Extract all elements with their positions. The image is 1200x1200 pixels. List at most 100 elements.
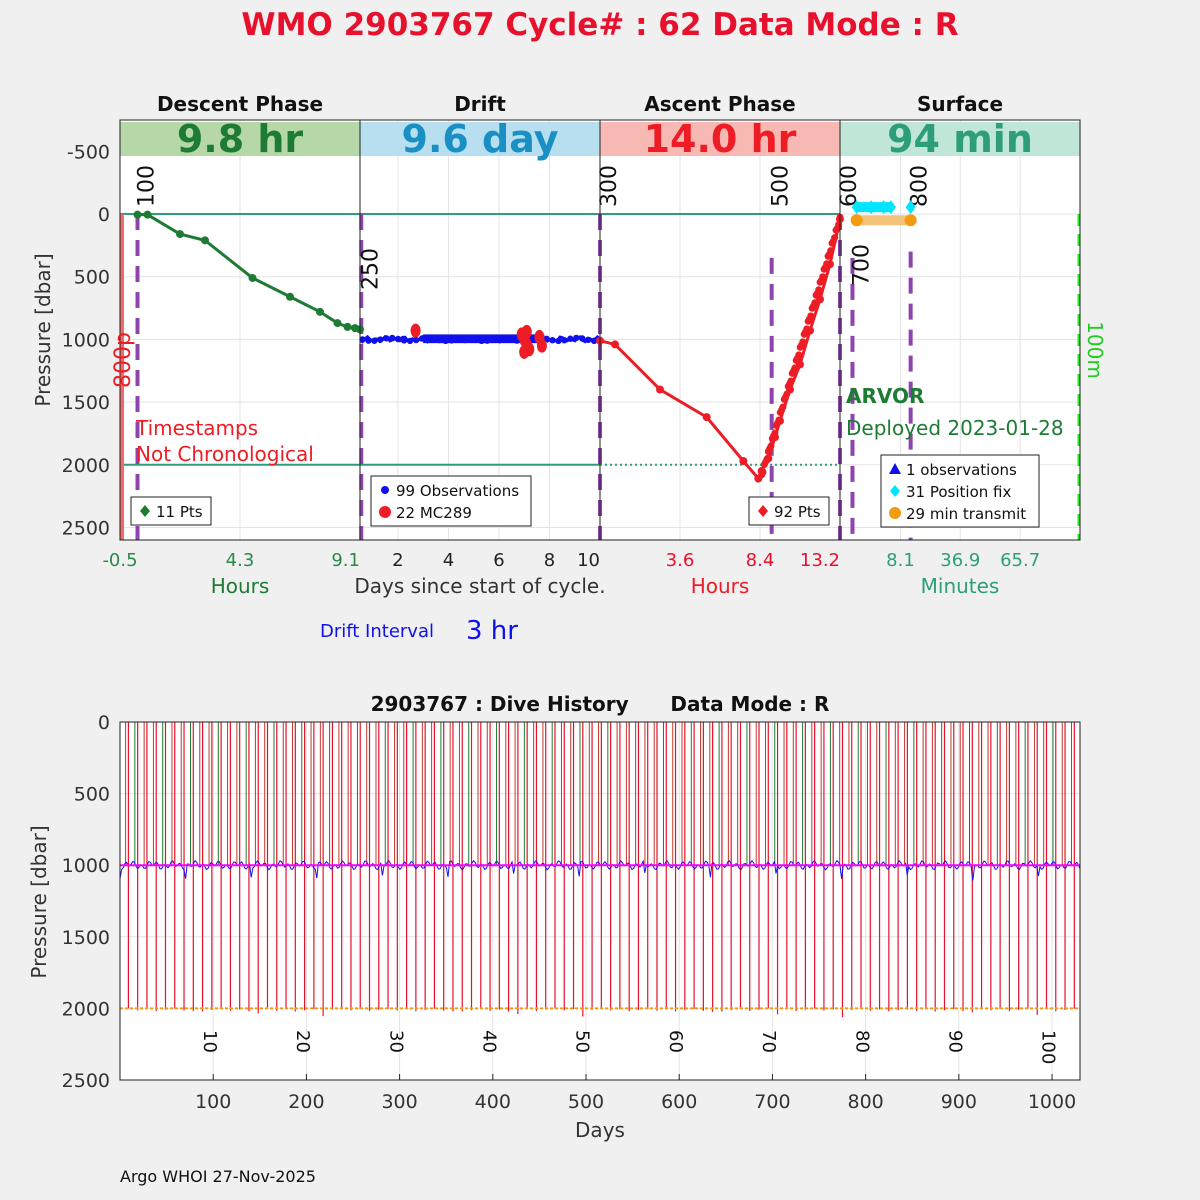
legends: 11 Pts 99 Observations 22 MC289 92 Pts 1 obs… bbox=[130, 454, 1040, 528]
drift-observation-point bbox=[436, 336, 443, 344]
phase-band-label: 9.8 hr bbox=[177, 117, 304, 161]
descent-point bbox=[133, 210, 142, 219]
top-ytick-label: -500 bbox=[67, 141, 110, 163]
descent-point bbox=[201, 236, 209, 245]
legend-label: 99 Observations bbox=[396, 482, 519, 500]
position-fix-point bbox=[885, 200, 896, 215]
phase-title: Drift bbox=[454, 92, 506, 116]
top-ytick-label: 2000 bbox=[62, 455, 110, 477]
cycle-number-label: 60 bbox=[665, 1030, 686, 1053]
top-xtick-label: 3.6 bbox=[666, 550, 695, 571]
bottom-chart: 2903767 : Dive History Data Mode : R 0 50… bbox=[27, 692, 1081, 1142]
position-fix-point bbox=[851, 200, 862, 215]
legend-label: 29 min transmit bbox=[906, 505, 1026, 523]
drift-observation-point bbox=[430, 335, 437, 342]
descent-point bbox=[333, 319, 342, 328]
cycle-number-label: 10 bbox=[199, 1030, 220, 1053]
top-xtick-label: 9.1 bbox=[331, 550, 360, 571]
cycle-marker-label: 800 bbox=[908, 165, 933, 207]
bottom-xtick-label: 1000 bbox=[1028, 1091, 1076, 1113]
bottom-ytick-label: 1000 bbox=[62, 855, 110, 877]
ascent-dense-point bbox=[819, 273, 827, 281]
drift-observation-point bbox=[495, 334, 503, 342]
phase-band-3 bbox=[840, 122, 1080, 156]
top-xtick-label: 13.2 bbox=[800, 550, 840, 571]
cycle-marker-label: 100 bbox=[135, 165, 160, 207]
drift-observation-point bbox=[412, 336, 420, 344]
mc289-point bbox=[536, 338, 547, 353]
descent-point bbox=[316, 307, 324, 316]
top-ytick-label: 1500 bbox=[62, 392, 110, 414]
top-xtick-label: 36.9 bbox=[940, 550, 980, 571]
ascent-point bbox=[611, 340, 619, 349]
bottom-xtick-label: 400 bbox=[475, 1091, 511, 1113]
float-type: ARVOR bbox=[846, 384, 924, 408]
phase-band-label: 9.6 day bbox=[402, 117, 559, 161]
phase-title: Descent Phase bbox=[157, 92, 323, 116]
drift-interval-label: Drift Interval bbox=[320, 621, 434, 642]
ascent-dense-point bbox=[763, 455, 771, 463]
bottom-xtick-label: 900 bbox=[941, 1091, 977, 1113]
legend-marker bbox=[379, 506, 391, 518]
drift-dense-band bbox=[423, 334, 545, 344]
top-xtick-label: 4.3 bbox=[226, 550, 255, 571]
top-xtick-label: -0.5 bbox=[102, 550, 137, 571]
ascent-dense-point bbox=[831, 234, 839, 242]
bottom-ytick-label: 500 bbox=[74, 784, 110, 806]
bottom-axes: 0 500 1000 1500 2000 2500 100 200 300 400 500 600 70… bbox=[62, 712, 1081, 1113]
ascent-dense-point bbox=[771, 429, 779, 437]
bottom-xtick-label: 700 bbox=[754, 1091, 790, 1113]
cycle-marker-label: 250 bbox=[358, 248, 383, 290]
ascent-dense-point bbox=[787, 377, 795, 385]
footer-credit: Argo WHOI 27-Nov-2025 bbox=[120, 1167, 316, 1186]
mc289-point bbox=[519, 344, 530, 359]
top-ytick-label: 0 bbox=[98, 204, 110, 226]
phase-band-0 bbox=[120, 122, 360, 156]
cycle-number-label: 40 bbox=[478, 1030, 499, 1053]
legend-marker bbox=[889, 507, 901, 519]
position-fix-point bbox=[905, 200, 916, 215]
mc289-point bbox=[410, 323, 421, 338]
legend-marker bbox=[889, 463, 901, 474]
drift-observation-point bbox=[507, 336, 515, 343]
drift-observation-point bbox=[555, 337, 562, 345]
top-xtick-label: 10 bbox=[577, 550, 600, 571]
ascent-dense-point bbox=[803, 325, 811, 333]
drift-observation-point bbox=[448, 337, 455, 344]
top-ytick-label: 500 bbox=[74, 267, 110, 289]
top-xtick-label: 4 bbox=[443, 550, 454, 571]
drift-observation-point bbox=[573, 334, 580, 342]
cycle-number-label: 20 bbox=[292, 1030, 313, 1053]
descent-point bbox=[176, 230, 184, 239]
bottom-xtick-label: 800 bbox=[847, 1091, 883, 1113]
cycle-number-label: 30 bbox=[385, 1030, 406, 1053]
ascent-dense-point bbox=[767, 442, 775, 450]
drift-observation-point bbox=[365, 337, 372, 344]
bottom-xtick-label: 500 bbox=[568, 1091, 604, 1113]
top-ytick-label: 2500 bbox=[62, 517, 110, 539]
legend-label: 92 Pts bbox=[774, 503, 821, 521]
bottom-ytick-label: 0 bbox=[98, 712, 110, 734]
cycle-number-label: 80 bbox=[851, 1030, 872, 1053]
legend-box bbox=[880, 454, 1040, 528]
descent-point bbox=[343, 322, 352, 331]
position-fix-point bbox=[878, 200, 889, 215]
drift-observation-point bbox=[406, 337, 414, 345]
legend-marker bbox=[381, 486, 389, 494]
drift-observation-point bbox=[394, 335, 402, 343]
legend-label: 11 Pts bbox=[156, 503, 203, 521]
drift-observation-point bbox=[590, 337, 598, 345]
ascent-dense-point bbox=[799, 338, 807, 346]
ascent-dense-point bbox=[779, 403, 787, 411]
bottom-ytick-label: 1500 bbox=[62, 927, 110, 949]
top-frame bbox=[119, 119, 1081, 541]
ascent-dense-point bbox=[775, 416, 783, 424]
right-side-label: 100m bbox=[1083, 321, 1107, 379]
ascent-dense-point bbox=[815, 286, 823, 294]
phase-band-label: 14.0 hr bbox=[644, 117, 797, 161]
cycle-number-label: 90 bbox=[945, 1030, 966, 1053]
phase-band-1 bbox=[360, 122, 600, 156]
